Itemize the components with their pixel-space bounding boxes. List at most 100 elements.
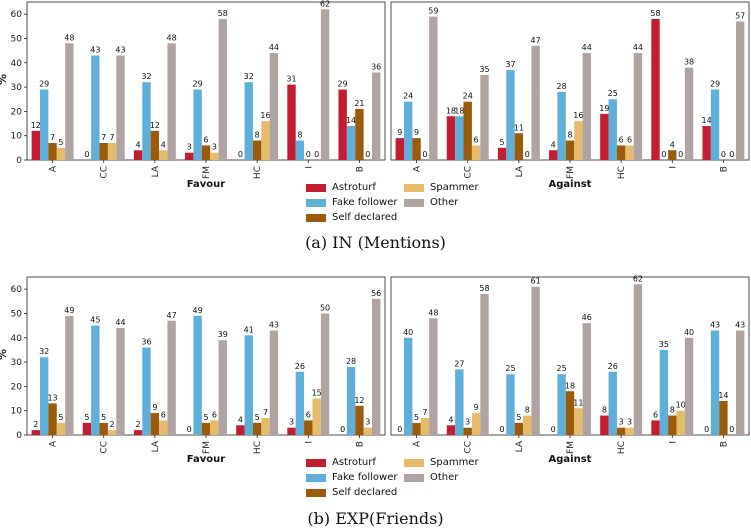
bar-value-label: 32 [141, 72, 151, 81]
bar-fake-follower [295, 371, 305, 435]
bar-value-label: 5 [101, 413, 106, 422]
bar-self-declared [252, 422, 262, 435]
legend-item-other: Other [404, 472, 458, 483]
legend-swatch [306, 213, 326, 222]
bar-value-label: 8 [297, 131, 302, 140]
bar-value-label: 38 [684, 58, 694, 67]
bar-astroturf [446, 116, 456, 160]
bar-value-label: 8 [567, 131, 572, 140]
bar-value-label: 11 [573, 398, 583, 407]
bar-fake-follower [659, 349, 669, 435]
bar-spammer [159, 420, 168, 435]
bar-spammer [261, 417, 270, 435]
bar-value-label: 36 [371, 62, 381, 71]
bar-value-label: 2 [136, 420, 141, 429]
bar-fake-follower [193, 89, 202, 160]
bar-value-label: 7 [110, 133, 115, 142]
legend-swatch [306, 488, 326, 497]
x-tick-label: A [49, 440, 59, 447]
bar-value-label: 6 [161, 410, 166, 419]
bar-spammer [420, 417, 430, 435]
bar-value-label: 7 [50, 133, 55, 142]
bar-other [269, 330, 279, 435]
bar-self-declared [252, 140, 262, 160]
y-tick-label: 20 [11, 382, 23, 392]
bar-self-declared [99, 422, 108, 435]
bar-value-label: 4 [448, 415, 453, 424]
x-tick-label: LA [515, 440, 525, 452]
x-tick-label: B [355, 441, 365, 447]
bar-other [531, 45, 540, 160]
bar-value-label: 9 [152, 403, 157, 412]
bar-other [372, 298, 381, 435]
bar-value-label: 57 [735, 11, 745, 20]
bar-value-label: 28 [557, 82, 567, 91]
bar-fake-follower [608, 371, 617, 435]
bar-value-label: 35 [659, 340, 669, 349]
x-tick-label: A [49, 165, 59, 172]
bar-value-label: 0 [500, 425, 505, 434]
bar-value-label: 48 [428, 308, 438, 317]
bar-value-label: 37 [505, 60, 515, 69]
bar-self-declared [514, 422, 524, 435]
bar-value-label: 8 [525, 406, 530, 415]
bar-self-declared [668, 150, 677, 160]
legend-swatch [404, 458, 424, 467]
bar-astroturf [338, 89, 347, 160]
bar-value-label: 8 [670, 406, 675, 415]
bar-value-label: 21 [354, 99, 364, 108]
bar-value-label: 5 [203, 413, 208, 422]
bar-value-label: 44 [269, 43, 279, 52]
bar-value-label: 26 [295, 362, 305, 371]
bar-value-label: 13 [47, 393, 57, 402]
bar-other [684, 337, 694, 435]
bar-value-label: 48 [167, 33, 177, 42]
bar-self-declared [616, 427, 626, 435]
bar-value-label: 50 [320, 303, 330, 312]
bar-value-label: 0 [661, 150, 666, 159]
bar-value-label: 24 [463, 92, 473, 101]
bar-astroturf [446, 425, 456, 435]
bar-value-label: 18 [446, 106, 456, 115]
bar-fake-follower [193, 315, 202, 435]
bar-value-label: 9 [474, 403, 479, 412]
bar-value-label: 7 [263, 408, 268, 417]
bar-value-label: 3 [619, 418, 624, 427]
bar-value-label: 3 [187, 143, 192, 152]
legend-item-self-declared: Self declared [306, 212, 397, 223]
bar-value-label: 43 [90, 45, 100, 54]
legend-label: Other [430, 197, 459, 208]
y-tick-label: 10 [11, 407, 23, 417]
bar-other [480, 74, 489, 160]
bar-other [480, 294, 489, 435]
bar-value-label: 2 [33, 420, 38, 429]
bar-other [269, 53, 279, 160]
bar-value-label: 43 [710, 320, 720, 329]
x-tick-label: FM [202, 166, 212, 179]
bar-spammer [159, 150, 168, 160]
bar-value-label: 0 [422, 150, 427, 159]
bar-value-label: 7 [101, 133, 106, 142]
x-tick-label: HC [253, 166, 263, 179]
bar-value-label: 5 [255, 413, 260, 422]
x-tick-label: HC [617, 166, 627, 179]
bar-value-label: 6 [474, 135, 479, 144]
bar-spammer [523, 415, 532, 435]
x-tick-label: FM [566, 441, 576, 454]
x-tick-label: LA [515, 165, 525, 177]
bar-self-declared [355, 405, 364, 435]
bar-other [633, 284, 643, 435]
bar-self-declared [719, 400, 728, 435]
bar-value-label: 35 [479, 65, 489, 74]
bar-other [218, 19, 227, 160]
bar-astroturf [31, 130, 40, 160]
bar-other [372, 72, 381, 160]
bar-astroturf [549, 150, 558, 160]
x-tick-label: I [668, 441, 678, 444]
bar-value-label: 9 [414, 128, 419, 137]
bar-value-label: 3 [289, 418, 294, 427]
bar-fake-follower [710, 330, 720, 435]
bar-fake-follower [295, 140, 305, 160]
bar-value-label: 62 [633, 274, 643, 283]
bar-astroturf [651, 19, 660, 160]
